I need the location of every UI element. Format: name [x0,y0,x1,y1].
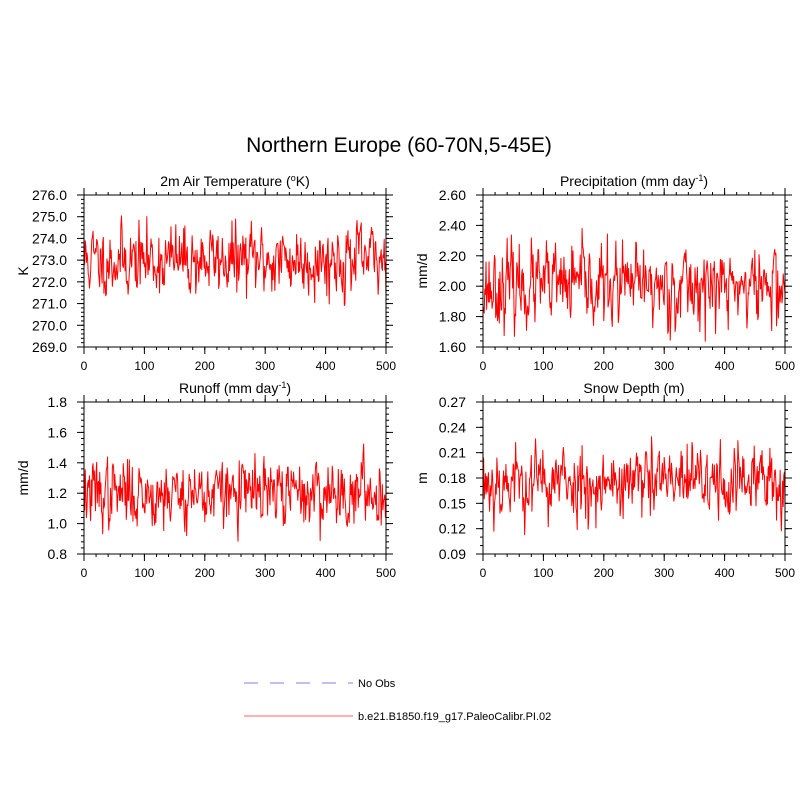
series-line [483,436,786,536]
panel-title-superscript: -1 [695,173,703,183]
x-tick-label: 200 [195,359,215,373]
panel-title: Precipitation (mm day-1) [560,173,708,189]
y-tick-label: 272.0 [32,274,67,290]
panel-title: Runoff (mm day-1) [179,380,291,396]
y-axis-label: mm/d [414,254,430,289]
panel-title-end: K) [296,173,310,189]
y-tick-label: 276.0 [32,187,67,203]
y-tick-label: 269.0 [32,339,67,355]
x-tick-label: 200 [195,566,215,580]
y-tick-label: 2.60 [439,187,466,203]
x-tick-label: 300 [654,566,674,580]
x-tick-label: 0 [480,566,487,580]
x-tick-label: 100 [533,359,553,373]
x-tick-label: 400 [715,566,735,580]
y-tick-label: 1.2 [48,485,68,501]
y-tick-label: 0.21 [439,445,466,461]
panel-title-main: 2m Air Temperature ( [160,173,291,189]
figure-title: Northern Europe (60-70N,5-45E) [246,134,552,157]
x-tick-label: 0 [81,566,88,580]
series-line [84,215,387,307]
panel-title: Snow Depth (m) [583,380,684,396]
y-tick-label: 1.0 [48,516,68,532]
x-tick-label: 500 [376,566,396,580]
y-tick-label: 270.0 [32,317,67,333]
y-tick-label: 0.27 [439,394,466,410]
y-tick-label: 271.0 [32,296,67,312]
y-axis-label: mm/d [15,461,31,496]
x-tick-label: 300 [255,359,275,373]
panel-title-superscript: o [291,173,296,183]
panel-4: 0 100 200 300 400 500 0.09 0.12 0.15 0.18 0.21 0.24… [414,380,795,580]
plot-frame [482,194,786,348]
y-tick-label: 1.80 [439,309,466,325]
y-tick-label: 1.8 [48,394,68,410]
x-tick-label: 400 [316,359,336,373]
y-tick-label: 0.15 [439,495,466,511]
y-tick-label: 2.40 [439,217,466,233]
panel-1: 0 100 200 300 400 500 269.0 270.0 271.0 272.0 273.… [15,173,396,373]
x-tick-label: 0 [81,359,88,373]
plot-frame [83,194,387,348]
panels: 0 100 200 300 400 500 269.0 270.0 271.0 272.0 273.… [15,173,795,580]
y-tick-label: 0.09 [439,546,466,562]
y-tick-label: 275.0 [32,209,67,225]
x-tick-label: 400 [316,566,336,580]
x-tick-label: 300 [654,359,674,373]
y-tick-label: 0.18 [439,470,466,486]
x-tick-label: 200 [594,566,614,580]
x-tick-label: 100 [134,359,154,373]
x-tick-label: 100 [533,566,553,580]
y-tick-label: 1.60 [439,339,466,355]
y-axis-label: m [414,472,430,484]
legend: No Obs b.e21.B1850.f19_g17.PaleoCalibr.PI… [244,678,551,723]
panel-title-end: ) [286,380,291,396]
panel-title-main: Runoff (mm day [179,380,278,396]
y-tick-label: 0.12 [439,521,466,537]
y-tick-label: 0.8 [48,546,68,562]
x-tick-label: 200 [594,359,614,373]
y-tick-label: 0.24 [439,419,466,435]
x-tick-label: 500 [775,359,795,373]
y-tick-label: 2.00 [439,278,466,294]
legend-label-2: b.e21.B1850.f19_g17.PaleoCalibr.PI.02 [358,711,551,723]
y-tick-label: 1.6 [48,424,68,440]
series-line [483,228,786,342]
panel-title-main: Snow Depth (m) [583,380,684,396]
y-tick-label: 2.20 [439,248,466,264]
x-tick-label: 500 [775,566,795,580]
legend-label-1: No Obs [358,678,396,690]
panel-2: 0 100 200 300 400 500 1.60 1.80 2.00 2.20 2.40 2.60… [414,173,795,373]
y-axis-label: K [15,266,31,276]
series-line [84,443,387,542]
y-tick-label: 274.0 [32,230,67,246]
y-tick-label: 1.4 [48,455,68,471]
panel-title: 2m Air Temperature (oK) [160,173,309,189]
x-tick-label: 0 [480,359,487,373]
plot-frame [83,401,387,555]
panel-title-main: Precipitation (mm day [560,173,695,189]
x-tick-label: 500 [376,359,396,373]
x-tick-label: 300 [255,566,275,580]
panel-title-superscript: -1 [278,380,286,390]
x-tick-label: 400 [715,359,735,373]
x-tick-label: 100 [134,566,154,580]
panel-3: 0 100 200 300 400 500 0.8 1.0 1.2 1.4 1.6 1.8 Runoff… [15,380,396,580]
y-tick-label: 273.0 [32,252,67,268]
panel-title-end: ) [703,173,708,189]
